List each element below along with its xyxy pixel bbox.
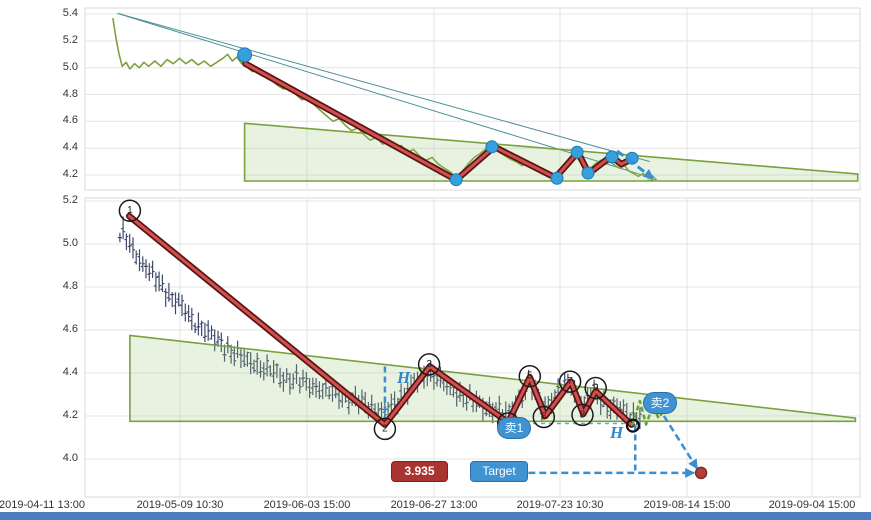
wave-number-label: 7 [567, 376, 573, 387]
wave-number-label: 5 [527, 371, 533, 382]
bottom-y-axis-tick-label: 4.6 [62, 323, 78, 335]
green-projection-zigzag [630, 399, 665, 426]
wave-number-label: 6 [541, 412, 547, 423]
pivot-dot [550, 171, 564, 185]
top-gridlines [85, 8, 860, 190]
wave-number-label: 1 [127, 205, 133, 216]
top-y-axis-tick-label: 5.2 [62, 34, 78, 46]
trendline [117, 12, 651, 163]
pivot-dot [449, 173, 463, 187]
wave-number-label: 3 [426, 359, 432, 370]
x-axis-tick-label: 2019-08-14 15:00 [643, 499, 731, 511]
top-y-axis-tick-label: 4.8 [62, 88, 78, 100]
bottom-gridlines [85, 198, 860, 497]
top-y-axis-tick-label: 4.2 [62, 168, 78, 180]
x-axis-tick-label: 2019-07-23 10:30 [516, 499, 604, 511]
bottom-y-axis-tick-label: 5.0 [62, 237, 78, 249]
wave-number-label: 8 [580, 409, 586, 420]
pivot-dot [605, 150, 619, 164]
descending-wedge [243, 122, 859, 182]
x-axis-tick-label: 2019-09-04 15:00 [768, 499, 856, 511]
x-axis-tick-label: 2019-06-27 13:00 [390, 499, 478, 511]
pivot-dot [581, 166, 595, 180]
height-measure-label-2: H [610, 423, 624, 442]
pivot-dot [570, 145, 584, 159]
wave-number-circle [584, 376, 607, 400]
bottom-y-axis-tick-label: 5.2 [62, 194, 78, 206]
wave-number-label: 9 [593, 383, 599, 394]
wave-line [127, 214, 633, 427]
horizontal-scrollbar[interactable] [0, 512, 871, 520]
height-measure-label-1: H [397, 368, 411, 387]
bottom-y-axis-tick-label: 4.0 [62, 452, 78, 464]
top-y-axis-tick-label: 4.6 [62, 114, 78, 126]
wave-number-label: 2 [382, 423, 388, 434]
top-y-axis-tick-label: 5.0 [62, 61, 78, 73]
wave-end-ring [625, 418, 641, 433]
target-label-badge: Target [470, 461, 528, 482]
top-y-axis-tick-label: 4.4 [62, 141, 78, 153]
target-price-dot [694, 466, 708, 480]
sell2-signal-badge: 卖2 [643, 392, 677, 414]
x-axis-tick-label: 2019-04-11 13:00 [0, 499, 86, 511]
wave-number-circle [571, 403, 594, 427]
x-axis-tick-label: 2019-05-09 10:30 [136, 499, 224, 511]
trendline [117, 12, 657, 179]
wave-number-circle [417, 353, 441, 376]
wave-number-circle [518, 364, 542, 388]
target-price-badge: 3.935 [391, 461, 448, 482]
x-axis-tick-label: 2019-06-03 15:00 [263, 499, 351, 511]
wave-number-circle [373, 417, 397, 441]
pivot-dot [237, 47, 253, 63]
top-panel-content [112, 12, 859, 187]
top-y-axis-tick-label: 5.4 [62, 7, 78, 19]
sell1-signal-badge: 卖1 [497, 417, 531, 439]
wave-number-circle [532, 405, 556, 429]
wave-number-circle [118, 199, 142, 222]
bottom-y-axis-tick-label: 4.2 [62, 409, 78, 421]
pivot-dot [485, 140, 499, 154]
bottom-y-axis-tick-label: 4.4 [62, 366, 78, 378]
wave-number-circle [558, 370, 582, 393]
breakdown-arrow [616, 149, 654, 180]
bottom-y-axis-tick-label: 4.8 [62, 280, 78, 292]
